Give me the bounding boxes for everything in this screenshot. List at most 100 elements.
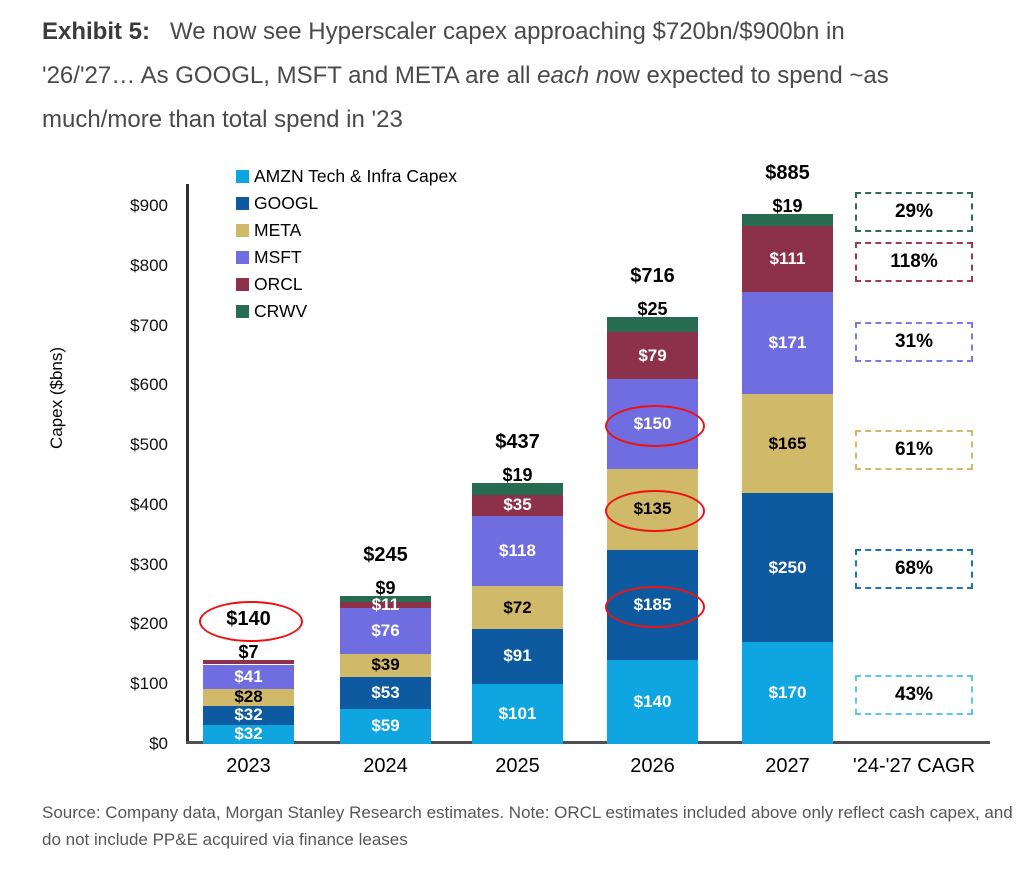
bar-segment-value-meta-2024: $39 <box>371 655 400 675</box>
legend-swatch-amzn <box>236 169 249 183</box>
legend-swatch-crwv <box>236 304 249 318</box>
bar-segment-crwv-2027 <box>742 214 833 226</box>
bar-segment-googl-2023 <box>203 705 294 725</box>
bar-segment-value-amzn-2027: $170 <box>768 683 807 703</box>
y-axis-tick-label: $900 <box>130 196 168 216</box>
bar-segment-value-orcl-2024: $11 <box>371 595 400 615</box>
bar-segment-googl-2027 <box>742 492 833 643</box>
y-axis-tick-label: $300 <box>130 554 168 574</box>
cagr-box-meta: 61% <box>855 429 973 470</box>
bar-segment-meta-2024 <box>340 653 431 678</box>
title-line-2a: '26/'27… As GOOGL, MSFT and META are all <box>42 62 538 89</box>
legend-item-meta: META <box>236 219 301 241</box>
bar-segment-amzn-2026 <box>607 660 698 744</box>
bar-segment-value-googl-2027: $250 <box>768 557 807 577</box>
bar-segment-orcl-2026 <box>607 332 698 380</box>
x-axis-cagr-column-label: '24-'27 CAGR <box>852 755 976 777</box>
y-axis-tick-label: $700 <box>130 315 168 335</box>
legend-label-orcl: ORCL <box>254 273 303 294</box>
legend-swatch-googl <box>236 196 249 210</box>
bar-segment-orcl-2023 <box>203 660 294 665</box>
bar-segment-value-amzn-2023: $32 <box>234 724 263 744</box>
exhibit-number-label: Exhibit 5: <box>42 18 151 45</box>
legend-swatch-meta <box>236 223 249 237</box>
red-circle-annotation <box>604 405 705 448</box>
bar-segment-value-googl-2023: $32 <box>234 705 263 725</box>
bar-segment-value-meta-2023: $28 <box>234 687 263 707</box>
bar-top-small-value-2026: $25 <box>637 299 668 320</box>
bar-segment-value-msft-2027: $171 <box>768 333 807 353</box>
x-axis-category-label-2027: 2027 <box>765 755 810 777</box>
title-line-2-italic: each n <box>537 62 610 89</box>
bar-segment-crwv-2026 <box>607 317 698 333</box>
x-axis-category-label-2023: 2023 <box>226 755 271 777</box>
legend-item-amzn: AMZN Tech & Infra Capex <box>236 165 457 187</box>
x-axis-line <box>186 741 990 744</box>
bar-segment-amzn-2027 <box>742 642 833 744</box>
legend-label-crwv: CRWV <box>254 300 308 321</box>
source-note: Source: Company data, Morgan Stanley Res… <box>42 803 1013 849</box>
y-axis-tick-label: $100 <box>130 674 168 694</box>
bar-segment-amzn-2023 <box>203 724 294 744</box>
bar-segment-msft-2025 <box>472 515 563 587</box>
bar-segment-meta-2023 <box>203 689 294 706</box>
legend-item-msft: MSFT <box>236 246 302 268</box>
bar-segment-crwv-2025 <box>472 483 563 495</box>
bar-segment-msft-2023 <box>203 664 294 689</box>
cagr-box-orcl: 118% <box>855 241 973 282</box>
bar-segment-value-msft-2023: $41 <box>234 666 263 686</box>
bar-segment-amzn-2025 <box>472 683 563 744</box>
bar-segment-value-meta-2025: $72 <box>503 597 532 617</box>
legend-item-orcl: ORCL <box>236 273 303 295</box>
cagr-box-msft: 31% <box>855 322 973 363</box>
bar-segment-orcl-2027 <box>742 225 833 293</box>
y-axis-tick-label: $0 <box>149 734 168 753</box>
bar-top-small-value-2023: $7 <box>238 642 259 663</box>
legend-label-amzn: AMZN Tech & Infra Capex <box>254 165 457 186</box>
bar-segment-value-amzn-2025: $101 <box>498 703 537 723</box>
x-axis-category-label-2026: 2026 <box>630 755 675 777</box>
bar-total-value-2024: $245 <box>363 544 408 567</box>
y-axis-line <box>186 184 189 743</box>
bar-segment-googl-2024 <box>340 677 431 709</box>
bar-segment-msft-2027 <box>742 292 833 395</box>
capex-stacked-bar-chart: Capex ($bns) $0 $100 $200 $300 $400 $500 $600 $… <box>47 162 990 777</box>
bar-segment-value-meta-2027: $165 <box>768 433 807 453</box>
bar-segment-googl-2025 <box>472 629 563 684</box>
bar-top-small-value-2024: $9 <box>375 578 396 599</box>
bar-segment-value-googl-2024: $53 <box>371 682 400 702</box>
bar-segment-amzn-2024 <box>340 708 431 744</box>
legend-swatch-orcl <box>236 277 249 291</box>
y-axis-tick-label: $500 <box>130 435 168 455</box>
legend-label-googl: GOOGL <box>254 192 319 213</box>
x-axis-category-label-2024: 2024 <box>363 755 408 777</box>
title-line-3: much/more than total spend in '23 <box>42 106 403 133</box>
red-circle-annotation <box>198 601 303 643</box>
bar-total-value-2027: $885 <box>765 162 810 185</box>
bar-segment-orcl-2024 <box>340 601 431 609</box>
legend-item-crwv: CRWV <box>236 300 307 322</box>
y-axis-tick-label: $200 <box>130 614 168 634</box>
bar-segment-value-googl-2025: $91 <box>503 646 532 666</box>
cagr-box-googl: 68% <box>855 548 973 589</box>
bar-segment-orcl-2025 <box>472 494 563 516</box>
cagr-box-amzn: 43% <box>855 675 973 716</box>
bar-total-value-2025: $437 <box>495 431 540 454</box>
red-circle-annotation <box>604 490 705 533</box>
legend-label-meta: META <box>254 219 302 240</box>
legend-item-googl: GOOGL <box>236 192 318 214</box>
bar-top-small-value-2025: $19 <box>502 465 533 486</box>
bar-segment-meta-2025 <box>472 586 563 630</box>
bar-total-value-2026: $716 <box>630 265 675 288</box>
title-line-1: We now see Hyperscaler capex approaching… <box>170 18 845 45</box>
bar-segment-value-orcl-2026: $79 <box>638 345 667 365</box>
y-axis-tick-label: $600 <box>130 375 168 395</box>
bar-segment-value-orcl-2025: $35 <box>503 495 532 515</box>
bar-segment-msft-2024 <box>340 608 431 654</box>
legend-swatch-msft <box>236 250 249 264</box>
title-line-2b: ow expected to spend ~as <box>609 62 889 89</box>
bar-segment-crwv-2024 <box>340 596 431 602</box>
bar-segment-value-amzn-2026: $140 <box>633 692 672 712</box>
bar-top-small-value-2027: $19 <box>772 196 803 217</box>
